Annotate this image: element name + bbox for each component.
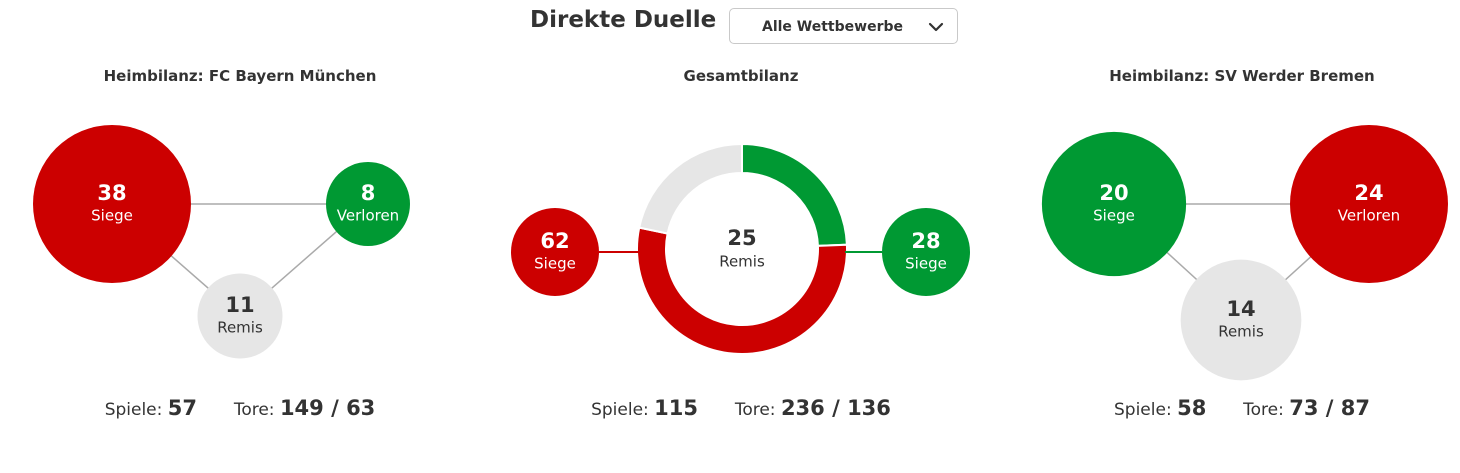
games-label: Spiele:: [104, 400, 163, 420]
games-label: Spiele:: [591, 400, 649, 420]
page-title: Direkte Duelle: [530, 7, 717, 33]
right-losses-bubble-circle: [1290, 125, 1448, 283]
left-losses-bubble-circle: [326, 162, 410, 246]
stats-left: Spiele: 57 Tore: 149 / 63: [40, 396, 440, 420]
left-draws-bubble-circle: [197, 273, 283, 359]
right-wins-bubble-circle: [1041, 131, 1187, 277]
left-wins-bubble-circle: [33, 125, 191, 283]
games-label: Spiele:: [1114, 400, 1172, 420]
goals-label: Tore:: [233, 400, 275, 420]
stats-right: Spiele: 58 Tore: 73 / 87: [1042, 396, 1442, 420]
stats-center: Spiele: 115 Tore: 236 / 136: [541, 396, 941, 420]
goals-value: 236 / 136: [780, 396, 891, 420]
chevron-down-icon: [928, 22, 944, 32]
goals-value: 73 / 87: [1289, 396, 1370, 420]
competition-select[interactable]: Alle Wettbewerbe: [729, 8, 958, 44]
games-value: 57: [167, 396, 198, 420]
goals-label: Tore:: [734, 400, 776, 420]
goals-value: 149 / 63: [279, 396, 376, 420]
center-wins-bubble-circle: [511, 208, 599, 296]
donut-center-value: 25: [727, 226, 756, 250]
games-value: 115: [654, 396, 699, 420]
home-bremen-title: Heimbilanz: SV Werder Bremen: [1109, 67, 1375, 85]
donut-center-label: Remis: [719, 253, 765, 271]
center-opponent-wins-bubble-circle: [882, 208, 970, 296]
donut-segment-red: [636, 226, 848, 355]
competition-select-value: Alle Wettbewerbe: [762, 19, 903, 35]
right-draws-bubble-circle: [1180, 259, 1302, 381]
header: Direkte Duelle Alle Wettbewerbe: [0, 0, 1460, 50]
donut-segment-draw: [638, 142, 743, 235]
donut-segment-green: [741, 142, 848, 247]
goals-label: Tore:: [1243, 400, 1284, 420]
home-bayern-title: Heimbilanz: FC Bayern München: [103, 67, 377, 85]
games-value: 58: [1177, 396, 1207, 420]
overall-title: Gesamtbilanz: [683, 67, 799, 85]
